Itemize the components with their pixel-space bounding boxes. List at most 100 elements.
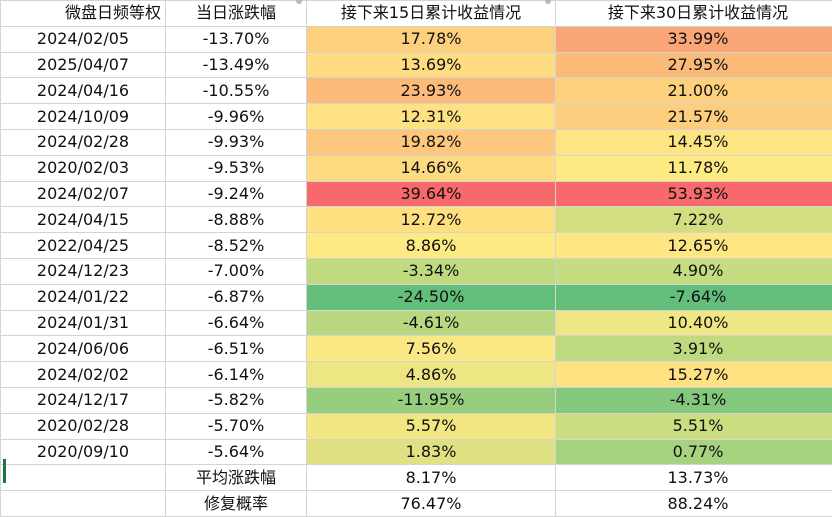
ret30-cell[interactable]: 4.90% bbox=[556, 258, 832, 284]
date-cell[interactable]: 2024/01/31 bbox=[1, 310, 166, 336]
date-cell[interactable]: 2025/04/07 bbox=[1, 52, 166, 78]
change-cell[interactable]: -10.55% bbox=[166, 78, 307, 104]
date-cell[interactable]: 2020/09/10 bbox=[1, 439, 166, 465]
change-cell[interactable]: -5.64% bbox=[166, 439, 307, 465]
ret15-cell[interactable]: 4.86% bbox=[307, 362, 556, 388]
ret15-cell[interactable]: 8.86% bbox=[307, 233, 556, 259]
ret15-cell[interactable]: 12.72% bbox=[307, 207, 556, 233]
table-row: 2024/02/28-9.93%19.82%14.45% bbox=[1, 129, 832, 155]
ret15-cell[interactable]: -3.34% bbox=[307, 258, 556, 284]
change-cell[interactable]: -13.70% bbox=[166, 26, 307, 52]
date-cell[interactable]: 2024/12/23 bbox=[1, 258, 166, 284]
ret15-cell[interactable]: 12.31% bbox=[307, 104, 556, 130]
ret30-cell[interactable]: 27.95% bbox=[556, 52, 832, 78]
table-row: 2024/06/06-6.51%7.56%3.91% bbox=[1, 336, 832, 362]
ret30-cell[interactable]: -7.64% bbox=[556, 284, 832, 310]
date-cell[interactable]: 2024/02/07 bbox=[1, 181, 166, 207]
table-row: 2024/12/23-7.00%-3.34%4.90% bbox=[1, 258, 832, 284]
header-ret30[interactable]: 接下来30日累计收益情况 bbox=[556, 1, 832, 27]
table-row: 2024/04/15-8.88%12.72%7.22% bbox=[1, 207, 832, 233]
ret30-cell[interactable]: 21.57% bbox=[556, 104, 832, 130]
ret15-cell[interactable]: 5.57% bbox=[307, 413, 556, 439]
change-cell[interactable]: -9.53% bbox=[166, 155, 307, 181]
ret30-cell[interactable]: 7.22% bbox=[556, 207, 832, 233]
change-cell[interactable]: -8.88% bbox=[166, 207, 307, 233]
ret30-cell[interactable]: 14.45% bbox=[556, 129, 832, 155]
table-row: 2024/02/05-13.70%17.78%33.99% bbox=[1, 26, 832, 52]
header-change[interactable]: 当日涨跌幅 bbox=[166, 1, 307, 27]
table-row: 2020/09/10-5.64%1.83%0.77% bbox=[1, 439, 832, 465]
date-cell[interactable]: 2024/02/02 bbox=[1, 362, 166, 388]
change-cell[interactable]: -9.93% bbox=[166, 129, 307, 155]
table-row: 2020/02/03-9.53%14.66%11.78% bbox=[1, 155, 832, 181]
table-row: 2024/12/17-5.82%-11.95%-4.31% bbox=[1, 387, 832, 413]
header-row: 微盘日频等权 当日涨跌幅 接下来15日累计收益情况 接下来30日累计收益情况 bbox=[1, 1, 832, 27]
table-row: 2024/02/02-6.14%4.86%15.27% bbox=[1, 362, 832, 388]
empty-cell[interactable] bbox=[1, 491, 166, 517]
change-cell[interactable]: -9.96% bbox=[166, 104, 307, 130]
change-cell[interactable]: -13.49% bbox=[166, 52, 307, 78]
table-row: 2024/01/22-6.87%-24.50%-7.64% bbox=[1, 284, 832, 310]
change-cell[interactable]: -6.64% bbox=[166, 310, 307, 336]
ret15-cell[interactable]: 7.56% bbox=[307, 336, 556, 362]
ret15-cell[interactable]: 23.93% bbox=[307, 78, 556, 104]
ret30-cell[interactable]: 3.91% bbox=[556, 336, 832, 362]
empty-cell[interactable] bbox=[1, 465, 166, 491]
table-row: 2025/04/07-13.49%13.69%27.95% bbox=[1, 52, 832, 78]
date-cell[interactable]: 2024/10/09 bbox=[1, 104, 166, 130]
date-cell[interactable]: 2024/04/16 bbox=[1, 78, 166, 104]
ret15-cell[interactable]: 1.83% bbox=[307, 439, 556, 465]
ret15-cell[interactable]: 39.64% bbox=[307, 181, 556, 207]
header-date[interactable]: 微盘日频等权 bbox=[1, 1, 166, 27]
change-cell[interactable]: -7.00% bbox=[166, 258, 307, 284]
date-cell[interactable]: 2022/04/25 bbox=[1, 233, 166, 259]
date-cell[interactable]: 2024/04/15 bbox=[1, 207, 166, 233]
ret30-cell[interactable]: 21.00% bbox=[556, 78, 832, 104]
date-cell[interactable]: 2020/02/03 bbox=[1, 155, 166, 181]
table-row: 2024/02/07-9.24%39.64%53.93% bbox=[1, 181, 832, 207]
change-cell[interactable]: -6.14% bbox=[166, 362, 307, 388]
ret30-cell[interactable]: 11.78% bbox=[556, 155, 832, 181]
change-cell[interactable]: -5.70% bbox=[166, 413, 307, 439]
ret30-cell[interactable]: 53.93% bbox=[556, 181, 832, 207]
header-ret15[interactable]: 接下来15日累计收益情况 bbox=[307, 1, 556, 27]
summary-ret30-cell[interactable]: 13.73% bbox=[556, 465, 832, 491]
ret30-cell[interactable]: 12.65% bbox=[556, 233, 832, 259]
table-row: 2024/01/31-6.64%-4.61%10.40% bbox=[1, 310, 832, 336]
ret15-cell[interactable]: 19.82% bbox=[307, 129, 556, 155]
table-row: 2022/04/25-8.52%8.86%12.65% bbox=[1, 233, 832, 259]
date-cell[interactable]: 2024/01/22 bbox=[1, 284, 166, 310]
date-cell[interactable]: 2024/12/17 bbox=[1, 387, 166, 413]
ret30-cell[interactable]: 5.51% bbox=[556, 413, 832, 439]
ret30-cell[interactable]: 10.40% bbox=[556, 310, 832, 336]
date-cell[interactable]: 2024/02/05 bbox=[1, 26, 166, 52]
summary-label[interactable]: 修复概率 bbox=[166, 491, 307, 517]
summary-ret15-cell[interactable]: 76.47% bbox=[307, 491, 556, 517]
ret15-cell[interactable]: -11.95% bbox=[307, 387, 556, 413]
ret15-cell[interactable]: 17.78% bbox=[307, 26, 556, 52]
ret15-cell[interactable]: 13.69% bbox=[307, 52, 556, 78]
change-cell[interactable]: -6.51% bbox=[166, 336, 307, 362]
summary-label[interactable]: 平均涨跌幅 bbox=[166, 465, 307, 491]
ret15-cell[interactable]: -24.50% bbox=[307, 284, 556, 310]
ret30-cell[interactable]: 15.27% bbox=[556, 362, 832, 388]
selection-indicator bbox=[3, 459, 6, 483]
change-cell[interactable]: -6.87% bbox=[166, 284, 307, 310]
date-cell[interactable]: 2024/06/06 bbox=[1, 336, 166, 362]
date-cell[interactable]: 2020/02/28 bbox=[1, 413, 166, 439]
ret30-cell[interactable]: -4.31% bbox=[556, 387, 832, 413]
change-cell[interactable]: -8.52% bbox=[166, 233, 307, 259]
ret30-cell[interactable]: 0.77% bbox=[556, 439, 832, 465]
summary-ret15-cell[interactable]: 8.17% bbox=[307, 465, 556, 491]
ret30-cell[interactable]: 33.99% bbox=[556, 26, 832, 52]
ret15-cell[interactable]: -4.61% bbox=[307, 310, 556, 336]
table-row: 2024/10/09-9.96%12.31%21.57% bbox=[1, 104, 832, 130]
table-row: 2024/04/16-10.55%23.93%21.00% bbox=[1, 78, 832, 104]
date-cell[interactable]: 2024/02/28 bbox=[1, 129, 166, 155]
summary-ret30-cell[interactable]: 88.24% bbox=[556, 491, 832, 517]
ret15-cell[interactable]: 14.66% bbox=[307, 155, 556, 181]
change-cell[interactable]: -9.24% bbox=[166, 181, 307, 207]
change-cell[interactable]: -5.82% bbox=[166, 387, 307, 413]
